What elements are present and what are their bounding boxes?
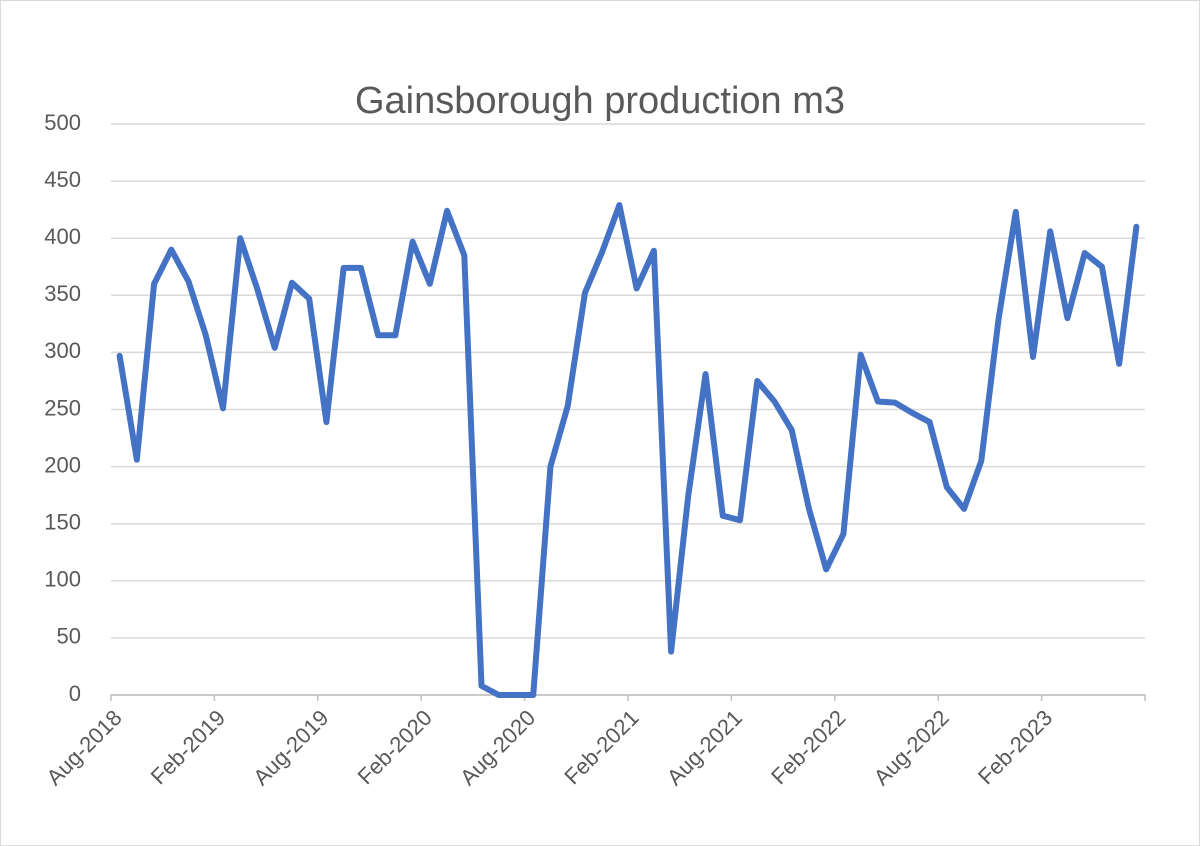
y-tick-label: 150 xyxy=(44,510,81,535)
chart-title: Gainsborough production m3 xyxy=(355,80,845,122)
y-tick-label: 400 xyxy=(44,224,81,249)
y-tick-label: 0 xyxy=(69,681,81,706)
series-line xyxy=(116,202,1140,698)
y-tick-label: 200 xyxy=(44,452,81,477)
y-tick-label: 300 xyxy=(44,338,81,363)
y-tick-label: 500 xyxy=(44,110,81,135)
y-tick-label: 100 xyxy=(44,567,81,592)
y-tick-label: 250 xyxy=(44,395,81,420)
y-tick-label: 350 xyxy=(44,281,81,306)
y-tick-label: 50 xyxy=(57,624,81,649)
y-tick-label: 450 xyxy=(44,167,81,192)
